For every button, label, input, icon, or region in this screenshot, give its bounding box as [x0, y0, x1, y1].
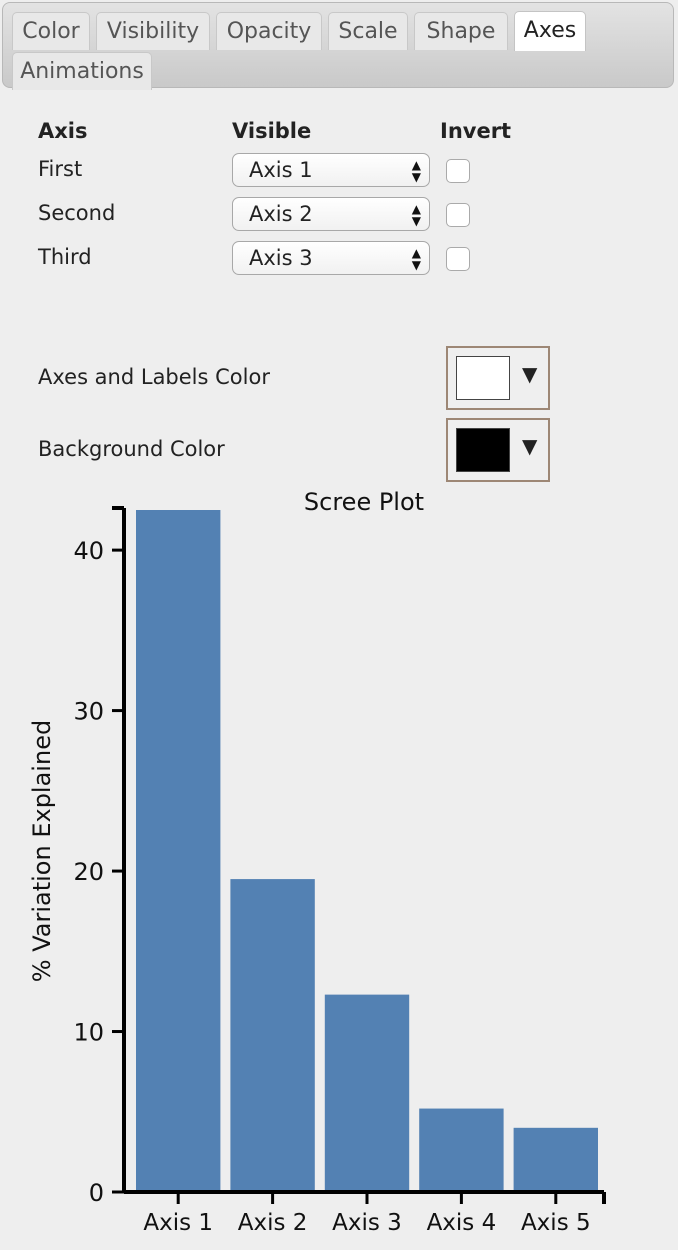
dropdown-caret-icon: ▼ [522, 434, 538, 458]
tab-opacity[interactable]: Opacity [216, 12, 322, 50]
x-tick-label: Axis 5 [521, 1210, 591, 1236]
bar [230, 879, 315, 1192]
first-axis-invert-checkbox[interactable] [446, 159, 470, 183]
updown-arrows-icon: ▲ ▼ [411, 246, 421, 272]
bar [513, 1127, 598, 1192]
second-axis-select[interactable]: Axis 2 ▲ ▼ [232, 197, 430, 231]
row-label-third: Third [38, 245, 92, 269]
tab-visibility[interactable]: Visibility [96, 12, 210, 50]
y-tick-label: 10 [73, 1019, 104, 1047]
background-color-picker[interactable]: ▼ [446, 418, 550, 482]
third-axis-invert-checkbox[interactable] [446, 247, 470, 271]
scree-plot: Scree Plot % Variation Explained 0 10 20 30 40… [28, 488, 606, 1236]
x-tick-label: Axis 2 [238, 1210, 308, 1236]
y-tick-label: 20 [73, 858, 104, 886]
y-tick-label: 0 [89, 1179, 104, 1207]
tab-animations[interactable]: Animations [12, 52, 152, 90]
third-axis-select[interactable]: Axis 3 ▲ ▼ [232, 241, 430, 275]
header-axis: Axis [38, 119, 88, 143]
color-swatch [456, 356, 510, 400]
updown-arrows-icon: ▲ ▼ [411, 158, 421, 184]
chart-title: Scree Plot [304, 488, 424, 516]
header-invert: Invert [440, 119, 512, 143]
tab-shape[interactable]: Shape [414, 12, 508, 50]
dropdown-caret-icon: ▼ [522, 362, 538, 386]
background-color-label: Background Color [38, 437, 225, 461]
first-axis-select[interactable]: Axis 1 ▲ ▼ [232, 153, 430, 187]
tab-axes[interactable]: Axes [514, 11, 586, 51]
bar [419, 1108, 504, 1192]
x-tick-label: Axis 3 [332, 1210, 402, 1236]
second-axis-invert-checkbox[interactable] [446, 203, 470, 227]
tab-bar: Color Visibility Opacity Scale Shape Axe… [2, 2, 674, 90]
bar [324, 994, 410, 1192]
axes-labels-color-label: Axes and Labels Color [38, 365, 270, 389]
updown-arrows-icon: ▲ ▼ [411, 202, 421, 228]
second-axis-select-value: Axis 2 [249, 202, 313, 226]
x-tick-label: Axis 4 [427, 1210, 497, 1236]
y-tick-label: 40 [73, 537, 104, 565]
tab-scale[interactable]: Scale [328, 12, 408, 50]
row-label-first: First [38, 157, 83, 181]
y-axis-label: % Variation Explained [28, 720, 56, 982]
y-tick-label: 30 [73, 698, 104, 726]
row-label-second: Second [38, 201, 116, 225]
axes-labels-color-picker[interactable]: ▼ [446, 346, 550, 410]
tab-color[interactable]: Color [12, 12, 90, 50]
header-visible: Visible [232, 119, 312, 143]
bar [136, 510, 221, 1192]
first-axis-select-value: Axis 1 [249, 158, 313, 182]
color-swatch [456, 428, 510, 472]
x-tick-label: Axis 1 [143, 1210, 213, 1236]
third-axis-select-value: Axis 3 [249, 246, 313, 270]
